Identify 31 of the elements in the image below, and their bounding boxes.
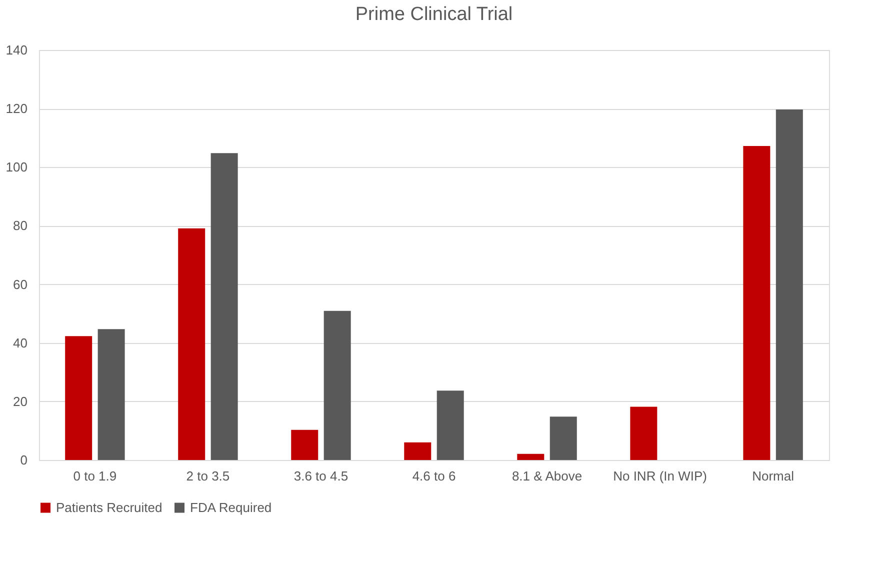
bar [210,153,238,460]
bar [178,228,206,460]
y-tick-label: 60 [13,276,28,292]
x-tick-label: No INR (In WIP) [613,468,707,484]
bar [517,454,544,460]
x-tick-label: 2 to 3.5 [186,468,230,484]
bar [743,146,770,460]
bar [324,310,351,460]
x-tick-label: 8.1 & Above [512,468,582,484]
bar [65,336,92,460]
bar [404,442,432,460]
y-tick-label: 0 [20,452,28,468]
x-tick-label: 4.6 to 6 [412,468,456,484]
y-tick-label: 120 [6,101,28,116]
y-tick-label: 20 [13,394,28,409]
bar [550,416,577,460]
chart-title: Prime Clinical Trial [355,4,513,25]
x-tick-label: 3.6 to 4.5 [294,468,348,484]
bar [630,406,658,460]
bar [98,329,125,460]
bar [291,430,318,460]
bar [776,109,803,460]
y-tick-label: 100 [6,160,28,175]
y-tick-label: 140 [6,42,28,58]
bar [436,390,464,460]
legend-label: FDA Required [190,500,272,515]
x-tick-label: Normal [752,468,794,484]
legend-label: Patients Recruited [56,500,162,515]
y-tick-label: 40 [13,335,28,350]
y-tick-label: 80 [13,218,28,234]
x-tick-label: 0 to 1.9 [73,468,117,484]
